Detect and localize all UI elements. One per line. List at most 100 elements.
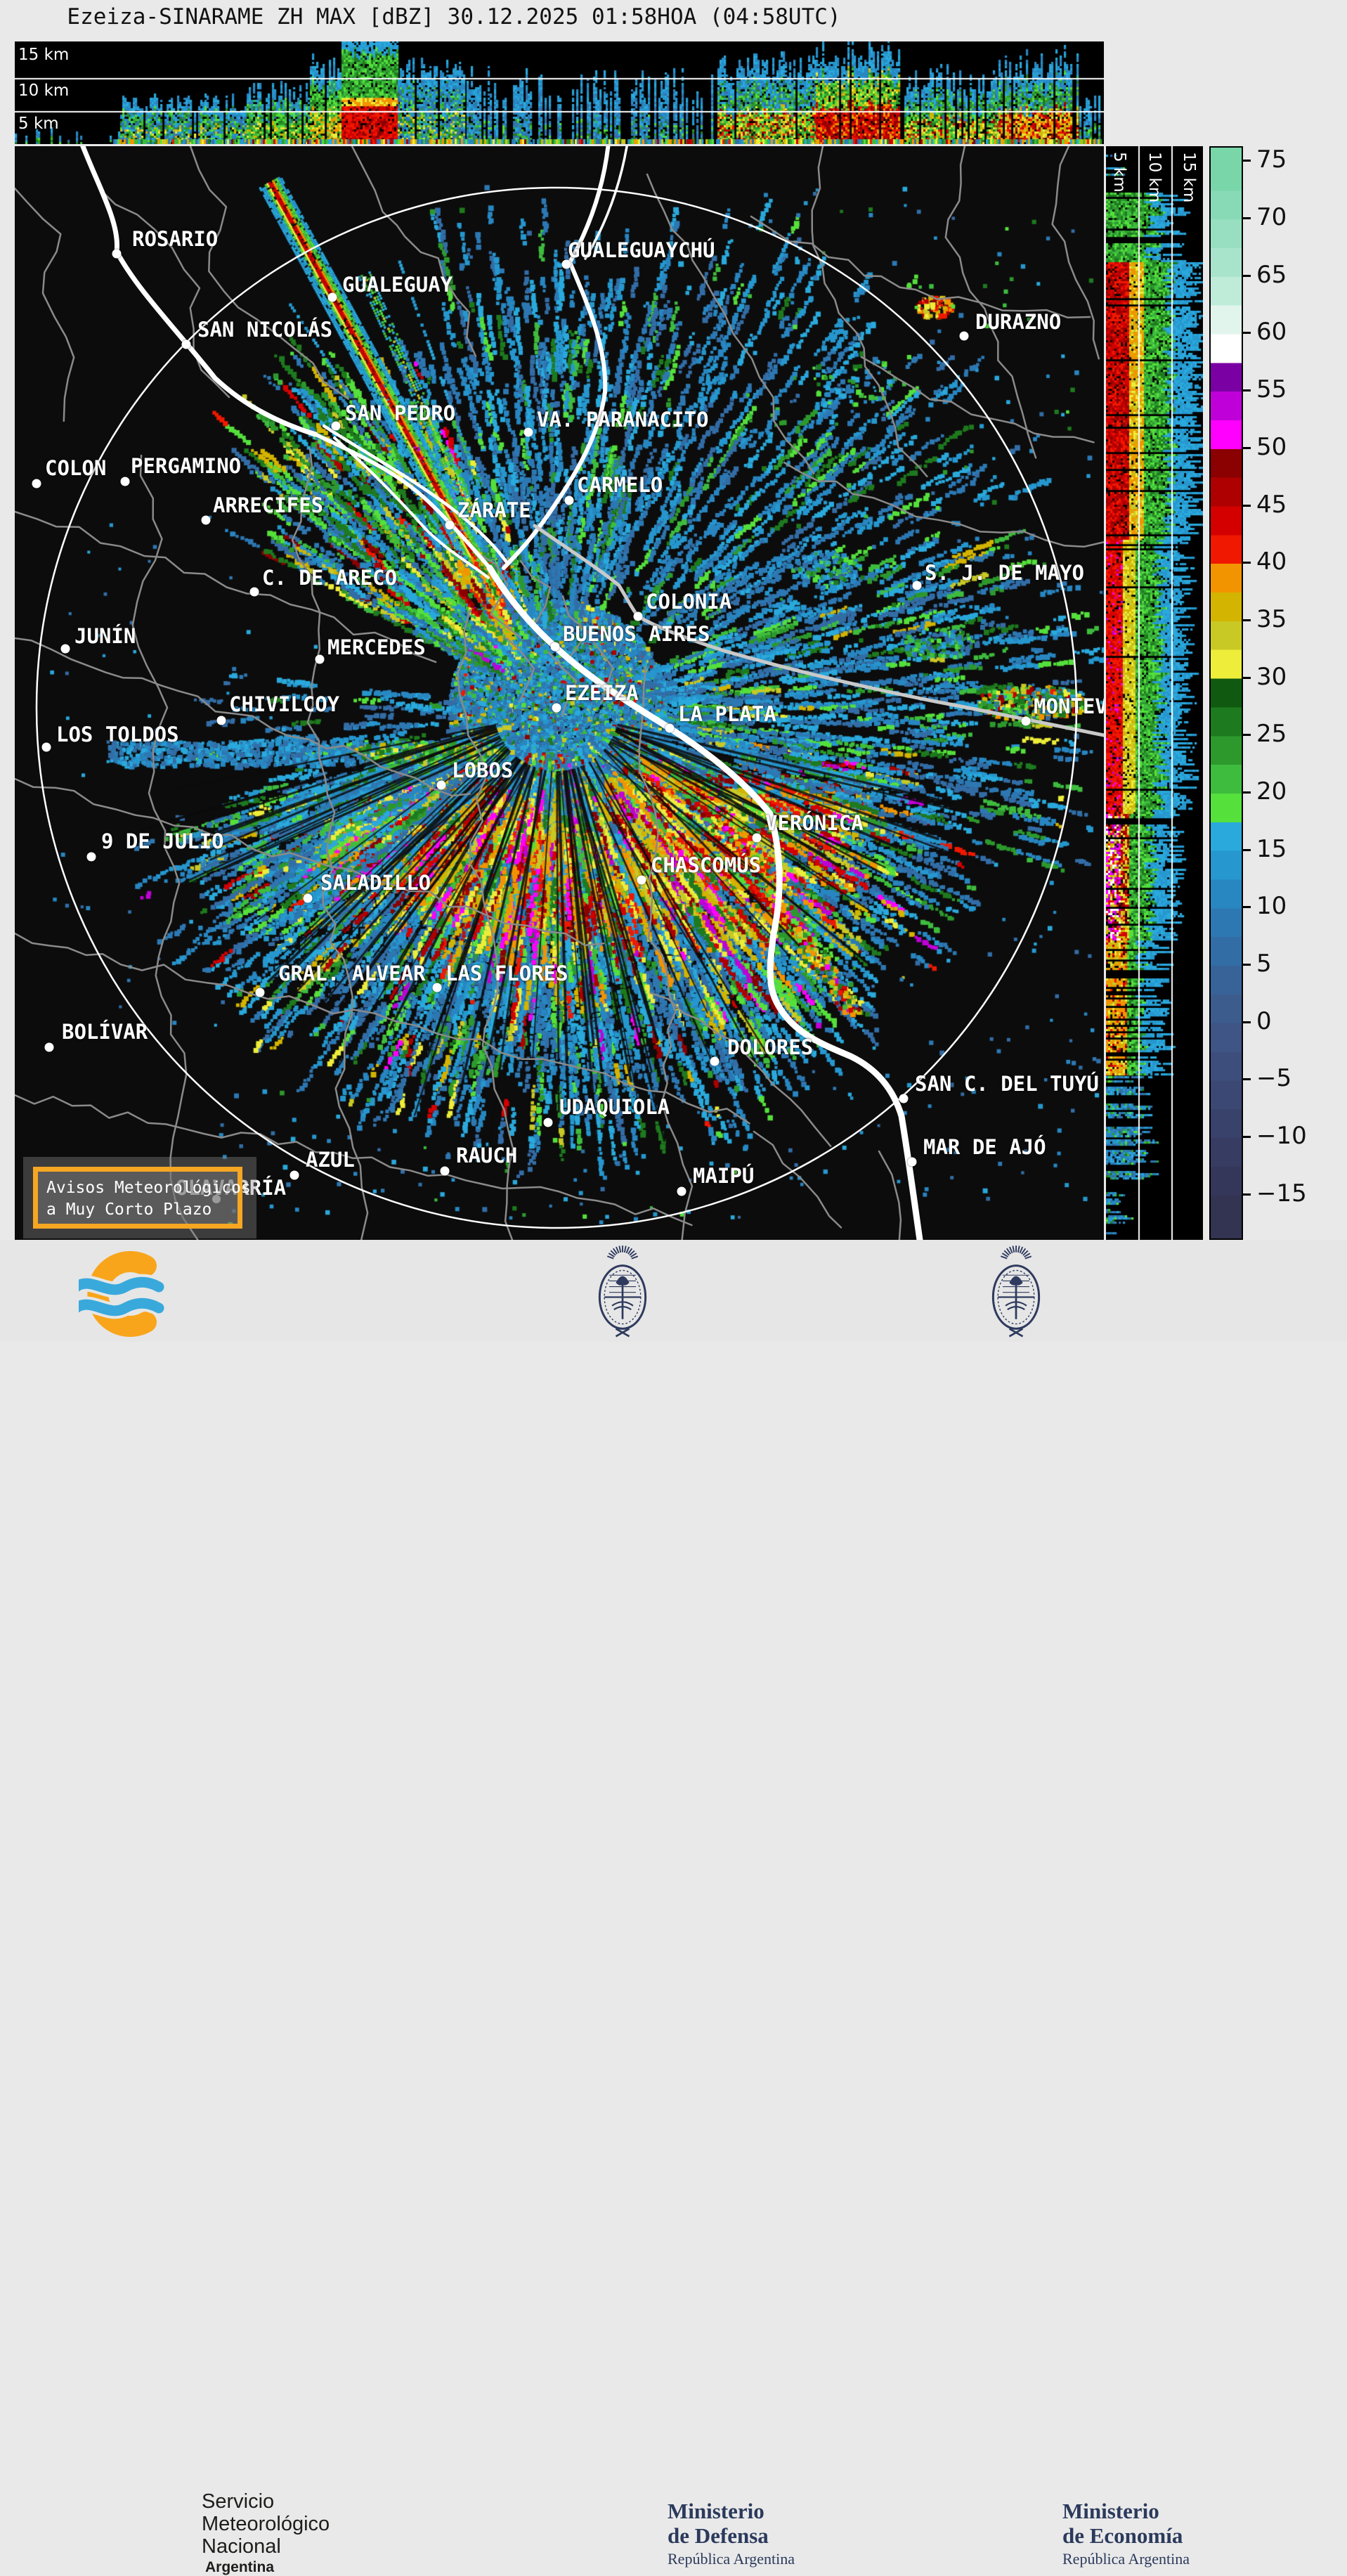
city-label: EZEIZA (565, 681, 639, 705)
colorbar-tick (1242, 505, 1251, 507)
parana-delta-channel (324, 426, 507, 562)
colorbar-tick-label: −15 (1256, 1179, 1307, 1208)
colorbar-tick-label: 50 (1256, 433, 1287, 461)
city-dot (304, 894, 313, 903)
colorbar-tick (1242, 562, 1251, 564)
city-dot (61, 645, 70, 654)
colorbar-tick (1242, 906, 1251, 908)
city-dot (256, 988, 265, 997)
city-dot (332, 422, 341, 431)
city-dot (315, 655, 325, 664)
admin-boundary-line (15, 779, 604, 945)
city-label: COLON (45, 456, 106, 480)
city-label: ARRECIFES (213, 493, 323, 517)
colorbar-tick (1242, 1078, 1251, 1080)
top-profile-canvas (15, 41, 1104, 144)
rio-de-la-plata-south-coast (490, 568, 920, 1240)
city-label: S. J. DE MAYO (925, 561, 1084, 585)
city-dot (441, 1167, 450, 1176)
colorbar-tick (1242, 849, 1251, 851)
colorbar-tick (1242, 734, 1251, 736)
city-label: GUALEGUAY (342, 273, 453, 297)
colorbar-tick (1242, 1021, 1251, 1023)
top-height-profile-panel: 15 km 10 km 5 km (15, 41, 1104, 144)
city-dot (1022, 717, 1031, 726)
city-dot (250, 588, 259, 597)
city-dot (913, 581, 922, 590)
city-dot (710, 1057, 720, 1066)
city-dot (217, 716, 226, 725)
city-label: C. DE ARECO (262, 566, 397, 590)
colorbar-tick-label: 65 (1256, 261, 1287, 289)
city-dot (524, 428, 533, 437)
admin-boundary-line (639, 666, 692, 1240)
city-label: GUALEGUAYCHÚ (568, 238, 715, 262)
right-profile-15km-label: 15 km (1180, 152, 1198, 202)
city-label: LOS TOLDOS (56, 723, 179, 746)
colorbar-tick (1242, 217, 1251, 219)
city-dot (565, 496, 574, 505)
city-dot (32, 479, 41, 488)
admin-boundary-line (190, 146, 349, 399)
city-label: MONTEVIDEO (1034, 694, 1104, 718)
admin-boundary-line (879, 1151, 901, 1240)
city-label: DURAZNO (975, 310, 1061, 334)
right-height-profile-panel: 5 km 10 km 15 km (1106, 146, 1203, 1240)
colorbar-tick (1242, 619, 1251, 621)
city-dot (552, 704, 561, 713)
colorbar-tick-label: 15 (1256, 835, 1287, 863)
city-dot (908, 1158, 917, 1167)
city-label: JUNÍN (74, 624, 136, 648)
colorbar-tick-label: 30 (1256, 663, 1287, 691)
colorbar-tick-label: 75 (1256, 145, 1287, 174)
city-label: LA PLATA (678, 702, 776, 726)
city-dot (677, 1187, 686, 1196)
city-dot (634, 612, 643, 621)
colorbar-tick (1242, 389, 1251, 391)
city-dot (445, 521, 455, 530)
smn-country-label: Argentina (205, 2559, 274, 2576)
city-label: SAN NICOLÁS (197, 318, 332, 342)
city-dot-olavarria (212, 1195, 221, 1203)
admin-boundary-line (15, 638, 470, 796)
city-dot (182, 340, 191, 349)
smn-wordmark: Servicio Meteorológico Nacional (202, 2490, 330, 2558)
colorbar-tick (1242, 160, 1251, 162)
economia-subtitle: República Argentina (1062, 2550, 1190, 2568)
defensa-title: Ministerio de Defensa (668, 2499, 769, 2548)
admin-boundary-line (352, 146, 476, 356)
city-label: RAUCH (456, 1144, 517, 1167)
colorbar-tick (1242, 1136, 1251, 1138)
colorbar-tick-label: 10 (1256, 892, 1287, 920)
city-dot (112, 250, 122, 259)
colorbar-tick (1242, 1193, 1251, 1196)
top-profile-5km-label: 5 km (18, 115, 59, 133)
city-label: MAR DE AJÓ (923, 1135, 1046, 1159)
colorbar-tick-label: −5 (1256, 1064, 1291, 1092)
colorbar-tick-label: −10 (1256, 1122, 1307, 1150)
page-title: Ezeiza-SINARAME ZH MAX [dBZ] 30.12.2025 … (0, 4, 908, 30)
city-dot (42, 743, 51, 752)
colorbar-tick-label: 25 (1256, 720, 1287, 748)
radar-product-page: { "title": "Ezeiza-SINARAME ZH MAX [dBZ]… (0, 0, 1347, 1342)
economia-coat-of-arms-icon (982, 1243, 1050, 1338)
city-label: LOBOS (452, 758, 513, 782)
city-dot (87, 853, 96, 862)
economia-title: Ministerio de Economía (1062, 2499, 1183, 2548)
colorbar-tick (1242, 677, 1251, 679)
city-label: DOLORES (727, 1035, 813, 1059)
city-label: MERCEDES (327, 635, 426, 659)
city-dot (328, 293, 337, 302)
defensa-coat-of-arms-icon (589, 1243, 656, 1338)
city-dot (202, 516, 211, 525)
city-label: SAN C. DEL TUYÚ (915, 1072, 1099, 1096)
city-label: MAIPÚ (693, 1164, 754, 1188)
city-label: COLONIA (646, 590, 731, 614)
city-label: VA. PARANACITO (537, 408, 708, 432)
colorbar-tick-label: 40 (1256, 548, 1287, 576)
city-label: CHIVILCOY (229, 692, 339, 716)
city-dot (45, 1043, 54, 1052)
city-label: GRAL. ALVEAR (278, 962, 426, 985)
city-label: VERÓNICA (765, 811, 864, 835)
